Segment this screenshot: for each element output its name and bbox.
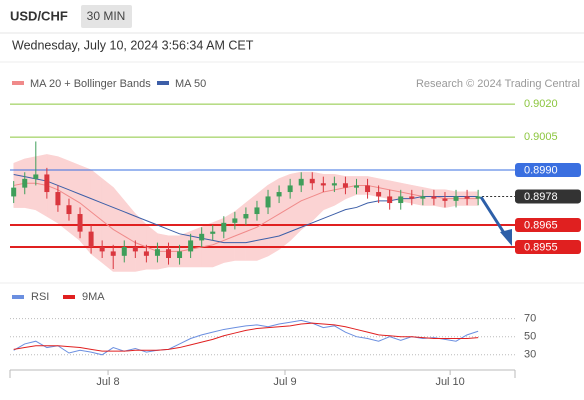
candle-body [88, 231, 94, 248]
rsi-tick-label: 30 [524, 349, 536, 361]
candle-body [475, 196, 481, 199]
source: Research © 2024 Trading Central [416, 78, 580, 90]
legend-swatch [12, 81, 24, 85]
rsi-tick-label: 50 [524, 331, 536, 343]
candle-body [44, 174, 50, 193]
legend-swatch [157, 81, 169, 85]
candle-body [276, 192, 282, 197]
candle-body [33, 174, 39, 179]
rsi-line [13, 322, 479, 352]
candle-body [387, 196, 393, 204]
candle-body [110, 251, 116, 256]
candle-body [298, 178, 304, 186]
legend-label: MA 20 + Bollinger Bands [30, 78, 151, 90]
candle-body [365, 185, 371, 193]
candle-body [331, 183, 337, 186]
candle-body [199, 233, 205, 241]
candle-body [99, 247, 105, 252]
candle-body [55, 192, 61, 206]
candle-body [320, 183, 326, 186]
candle-body [409, 196, 415, 199]
candle-body [221, 222, 227, 232]
candle-body [143, 251, 149, 256]
candle-body [188, 240, 194, 252]
candle-body [254, 207, 260, 215]
x-tick-label: Jul 10 [435, 376, 464, 388]
chart-title: USD/CHF [10, 8, 68, 23]
level-label-box [515, 163, 581, 178]
timeframe[interactable]: 30 MIN [87, 9, 126, 23]
rsi-tick-label: 70 [524, 312, 536, 324]
level-label-box [515, 189, 581, 204]
level-label: 0.9005 [524, 131, 558, 143]
forecast-arrow-head [500, 229, 512, 246]
candle-body [22, 178, 28, 188]
legend-label: 9MA [82, 291, 105, 303]
candle-body [232, 218, 238, 223]
candle-body [353, 185, 359, 188]
legend-label: RSI [31, 291, 49, 303]
candle-body [66, 205, 72, 215]
candle-body [376, 192, 382, 197]
candle-body [154, 249, 160, 256]
x-tick-label: Jul 8 [96, 376, 119, 388]
candle-body [132, 247, 138, 252]
legend-swatch [63, 295, 75, 299]
bollinger-band [234, 202, 247, 261]
candle-body [442, 198, 448, 201]
bollinger-band [245, 193, 258, 261]
candle-body [420, 196, 426, 199]
legend-swatch [12, 295, 24, 299]
candle-body [77, 214, 83, 232]
candle-body [309, 178, 315, 184]
bollinger-band [112, 186, 125, 272]
forecast-arrow [479, 196, 508, 237]
candle-body [121, 247, 127, 256]
subtitle: Wednesday, July 10, 2024 3:56:34 AM CET [12, 38, 254, 52]
candle-body [342, 183, 348, 188]
level-label-box [515, 240, 581, 255]
candle-body [166, 249, 172, 259]
rsi-line [13, 319, 479, 356]
level-label: 0.9020 [524, 98, 558, 110]
candle-body [210, 231, 216, 234]
level-label: 0.8965 [524, 219, 558, 231]
candle-body [11, 187, 17, 197]
level-label: 0.8978 [524, 191, 558, 203]
candle-body [398, 196, 404, 204]
candle-body [177, 251, 183, 259]
candle-body [265, 196, 271, 208]
candle-body [464, 196, 470, 199]
candle-body [431, 196, 437, 199]
candle-body [287, 185, 293, 193]
level-label: 0.8955 [524, 241, 558, 253]
x-tick-label: Jul 9 [273, 376, 296, 388]
level-label: 0.8990 [524, 164, 558, 176]
level-label-box [515, 218, 581, 233]
candle-body [243, 214, 249, 219]
timeframe-button[interactable] [81, 5, 132, 28]
candle-body [453, 196, 459, 201]
legend-label: MA 50 [175, 78, 206, 90]
